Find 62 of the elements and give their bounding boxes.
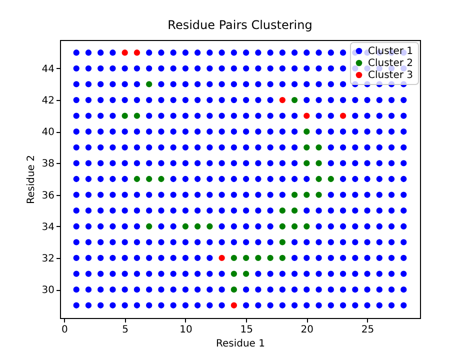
y-tick-label: 36 — [42, 190, 54, 202]
point — [146, 81, 152, 88]
point — [242, 254, 250, 262]
point — [218, 254, 225, 262]
x-tick-label: 5 — [122, 324, 129, 336]
y-tick-label: 30 — [42, 285, 54, 296]
point — [134, 176, 140, 182]
point — [134, 50, 140, 56]
point — [304, 128, 310, 135]
point — [279, 254, 286, 262]
y-tick-label: 38 — [42, 158, 54, 170]
point — [279, 239, 286, 246]
point — [230, 286, 238, 293]
point — [316, 144, 322, 150]
x-tick-label: 0 — [62, 324, 68, 336]
point — [304, 223, 310, 230]
point — [146, 176, 152, 182]
point — [316, 176, 322, 182]
point — [291, 96, 298, 104]
point — [279, 96, 286, 104]
x-tick-label: 20 — [300, 324, 314, 336]
point — [158, 176, 164, 182]
point — [316, 160, 322, 166]
point — [230, 270, 238, 277]
y-tick-label: 32 — [42, 253, 54, 264]
point — [206, 223, 213, 230]
chart-title: Residue Pairs Clustering — [168, 18, 312, 32]
point — [255, 254, 262, 262]
y-tick-label: 40 — [42, 127, 54, 138]
point — [122, 50, 128, 56]
point — [122, 112, 128, 119]
point — [340, 112, 346, 119]
x-tick-label: 10 — [180, 324, 192, 336]
point — [182, 223, 189, 230]
y-tick-label: 34 — [42, 222, 54, 233]
point — [328, 176, 334, 182]
point — [304, 144, 310, 150]
point — [291, 223, 298, 230]
point — [242, 270, 250, 277]
legend-label: Cluster 3 — [368, 70, 414, 81]
point — [279, 208, 286, 214]
point — [304, 192, 310, 198]
legend-label: Cluster 2 — [368, 58, 414, 69]
point — [146, 223, 152, 230]
point — [304, 112, 310, 119]
x-tick-label: 25 — [361, 324, 374, 336]
point — [267, 254, 274, 262]
x-axis-title: Residue 1 — [216, 338, 266, 350]
y-axis-title: Residue 2 — [26, 154, 37, 204]
x-tick-label: 15 — [240, 324, 253, 336]
point — [291, 192, 298, 198]
y-tick-label: 44 — [42, 64, 54, 75]
y-tick-label: 42 — [42, 96, 54, 107]
point — [316, 192, 322, 198]
legend-label: Cluster 1 — [368, 46, 414, 57]
point — [230, 254, 238, 262]
point — [134, 112, 140, 119]
point — [304, 160, 310, 166]
point — [291, 208, 298, 214]
point — [279, 223, 286, 230]
point — [194, 223, 201, 230]
point — [230, 302, 238, 308]
